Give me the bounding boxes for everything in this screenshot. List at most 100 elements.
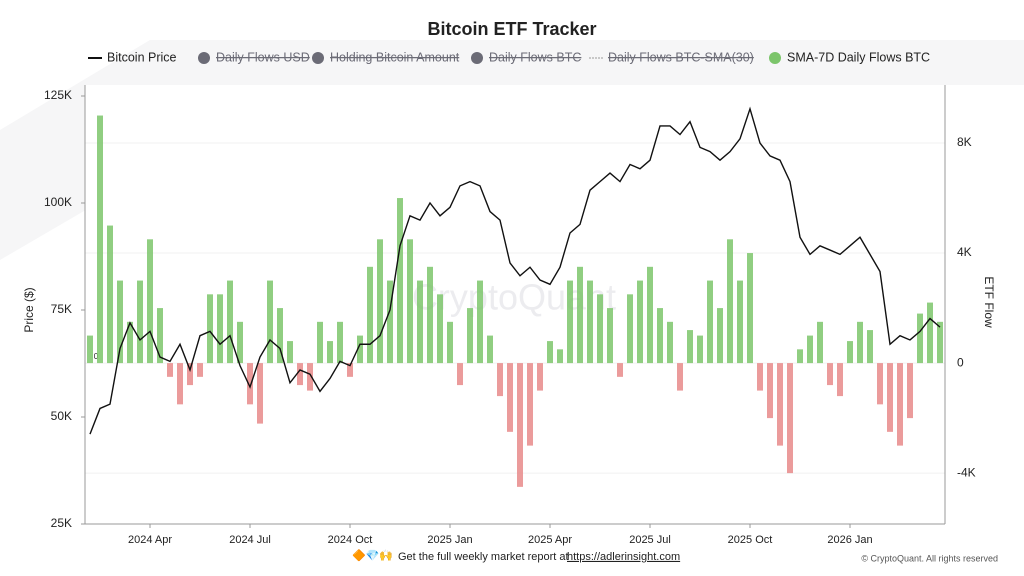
flow-bar [307,363,313,391]
flow-bar [247,363,253,405]
flow-bar [467,308,473,364]
flow-bar [807,335,813,364]
flow-bar [927,302,933,364]
flow-bar [97,115,103,364]
flow-bar [327,341,333,364]
x-tick-label: 2026 Jan [827,534,872,546]
footer-link[interactable]: https://adlerinsight.com [567,551,680,563]
flow-bar [167,363,173,377]
zero-marker: 0 [94,352,99,361]
y-tick-label: 75K [51,302,72,316]
flow-bar [357,335,363,364]
flow-bar [137,280,143,364]
flow-bar [377,239,383,364]
flow-bar [777,363,783,446]
flow-bar [207,294,213,364]
flow-bar [767,363,773,419]
flow-bar [367,266,373,364]
flow-bar [517,363,523,487]
y2-tick-label: 8K [957,135,972,149]
legend-swatch [769,52,781,64]
flow-bar [547,341,553,364]
flow-bar [217,294,223,364]
flow-bar [887,363,893,432]
legend-label: Daily Flows BTC-SMA(30) [608,50,754,64]
flow-bar [607,308,613,364]
x-tick-label: 2024 Jul [229,534,271,546]
flow-bar [237,321,243,364]
flow-bar [897,363,903,446]
y-axis-title: Price ($) [22,287,36,332]
flow-bar [227,280,233,364]
flow-bar [577,266,583,364]
flow-bar [337,321,343,364]
legend-swatch [198,52,210,64]
y2-tick-label: 0 [957,355,964,369]
flow-bar [797,349,803,364]
flow-bar [407,239,413,364]
flow-bar [497,363,503,397]
flow-bar [157,308,163,364]
flow-bar [187,363,193,386]
price-line [89,106,941,435]
flow-bar [177,363,183,405]
flow-bar [717,308,723,364]
chart-title: Bitcoin ETF Tracker [427,19,596,39]
flow-bar [127,321,133,364]
y2-tick-label: 4K [957,245,972,259]
x-tick-label: 2024 Oct [328,534,373,546]
flow-bar [557,349,563,364]
flow-bar [107,225,113,364]
flow-bar [657,308,663,364]
flow-bar [277,308,283,364]
flow-bar [287,341,293,364]
flow-bar [917,313,923,364]
y-tick-label: 125K [44,88,72,102]
flow-bar [347,363,353,377]
flow-bar [937,321,943,364]
flow-bar [447,321,453,364]
flow-bar [197,363,203,377]
flow-bar [697,335,703,364]
flow-bar [87,335,93,364]
legend-label: Bitcoin Price [107,50,177,64]
flow-bar [507,363,513,432]
flow-bar [827,363,833,386]
flow-bar [867,330,873,364]
flow-bar [437,294,443,364]
flow-bar [117,280,123,364]
flow-bar [297,363,303,386]
footer-emoji: 🔶💎🙌 [352,549,393,562]
footer-text: Get the full weekly market report at [398,551,569,563]
y-tick-label: 50K [51,409,72,423]
flow-bar [687,330,693,364]
flow-bar [647,266,653,364]
flow-bar [737,280,743,364]
flow-bar [627,294,633,364]
legend-label: SMA-7D Daily Flows BTC [787,50,930,64]
copyright: © CryptoQuant. All rights reserved [861,553,998,563]
legend-swatch [312,52,324,64]
x-tick-label: 2024 Apr [128,534,172,546]
flow-bar [317,321,323,364]
flow-bar [757,363,763,391]
x-tick-label: 2025 Jul [629,534,671,546]
flow-bar [817,321,823,364]
flow-bar [147,239,153,364]
flow-bar [457,363,463,386]
legend-label: Holding Bitcoin Amount [330,50,460,64]
x-tick-label: 2025 Apr [528,534,572,546]
y-tick-label: 25K [51,516,72,530]
legend-label: Daily Flows BTC [489,50,581,64]
y-tick-label: 100K [44,195,72,209]
flow-bar [587,280,593,364]
flow-bar [527,363,533,446]
flow-bar [837,363,843,397]
flow-bar [417,280,423,364]
flow-bar [667,321,673,364]
x-tick-label: 2025 Oct [728,534,773,546]
flow-bar [727,239,733,364]
legend-swatch [471,52,483,64]
y2-axis-title: ETF Flow [982,276,996,328]
